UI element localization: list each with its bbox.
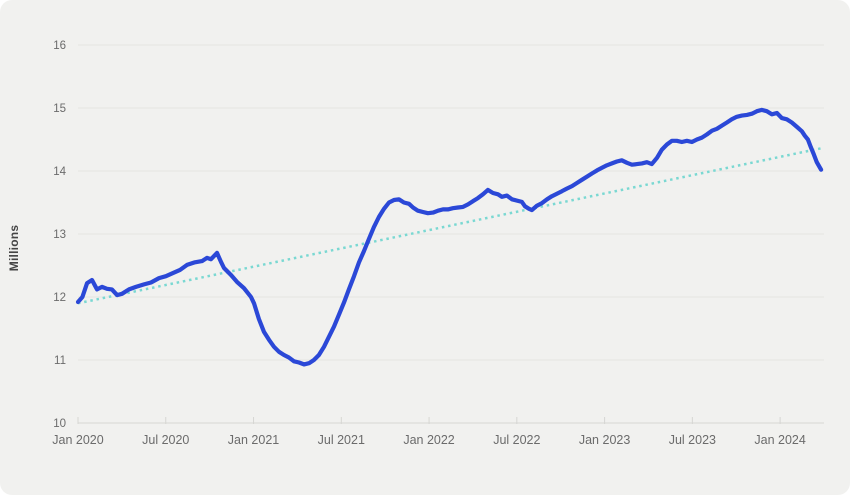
- x-tick-label: Jan 2024: [754, 433, 805, 447]
- y-tick-label: 16: [53, 40, 66, 52]
- x-tick-label: Jan 2022: [403, 433, 454, 447]
- y-tick-label: 12: [53, 292, 66, 304]
- x-tick-label: Jul 2023: [669, 433, 716, 447]
- y-tick-label: 14: [53, 166, 66, 178]
- y-tick-label: 11: [54, 355, 66, 367]
- x-tick-label: Jul 2022: [493, 433, 540, 447]
- x-tick-label: Jan 2020: [52, 433, 103, 447]
- y-tick-label: 10: [53, 418, 66, 430]
- x-tick-label: Jul 2021: [318, 433, 365, 447]
- y-tick-label: 15: [53, 103, 66, 115]
- series-value-millions: [75, 107, 824, 367]
- series-trend: [77, 146, 825, 305]
- x-tick-label: Jan 2023: [579, 433, 630, 447]
- x-tick-label: Jan 2021: [228, 433, 279, 447]
- x-tick-label: Jul 2020: [142, 433, 189, 447]
- y-tick-label: 13: [53, 229, 66, 241]
